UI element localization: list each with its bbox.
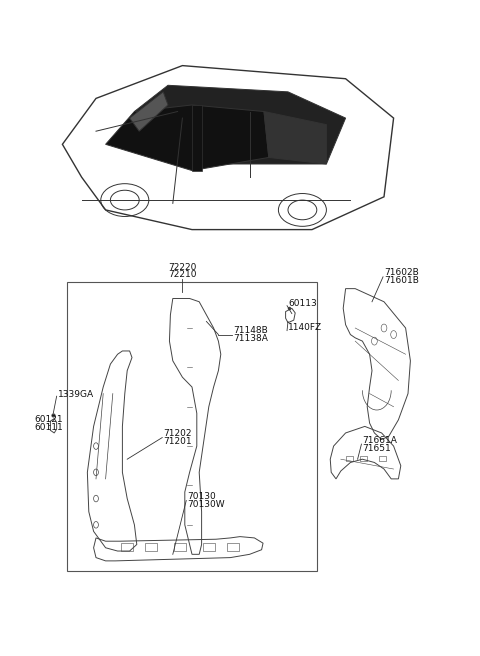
Polygon shape	[192, 105, 202, 171]
Text: 72220: 72220	[168, 263, 197, 272]
Bar	[227, 543, 239, 551]
Text: 1339GA: 1339GA	[58, 390, 94, 399]
Text: 71601B: 71601B	[384, 276, 419, 285]
Text: 71201: 71201	[163, 437, 192, 446]
Text: 71202: 71202	[163, 429, 192, 438]
Text: 71661A: 71661A	[362, 436, 397, 445]
Bar	[346, 456, 353, 461]
Bar	[203, 543, 215, 551]
Text: 71138A: 71138A	[233, 334, 268, 343]
Bar	[145, 543, 157, 551]
Text: 70130: 70130	[187, 492, 216, 501]
Text: 1140FZ: 1140FZ	[288, 323, 322, 333]
Bar	[360, 456, 367, 461]
Text: 60111: 60111	[35, 422, 63, 432]
Text: 60121: 60121	[35, 415, 63, 424]
Polygon shape	[130, 92, 168, 131]
Text: 71651: 71651	[362, 443, 391, 453]
Text: 71602B: 71602B	[384, 268, 419, 277]
Text: 60113: 60113	[288, 298, 317, 308]
Polygon shape	[264, 112, 326, 164]
Polygon shape	[134, 85, 346, 164]
Text: 72210: 72210	[168, 270, 197, 279]
Polygon shape	[106, 105, 269, 171]
Text: 70130W: 70130W	[187, 500, 225, 509]
Bar	[379, 456, 386, 461]
Bar	[121, 543, 133, 551]
Text: 71148B: 71148B	[233, 326, 267, 335]
Bar	[174, 543, 186, 551]
